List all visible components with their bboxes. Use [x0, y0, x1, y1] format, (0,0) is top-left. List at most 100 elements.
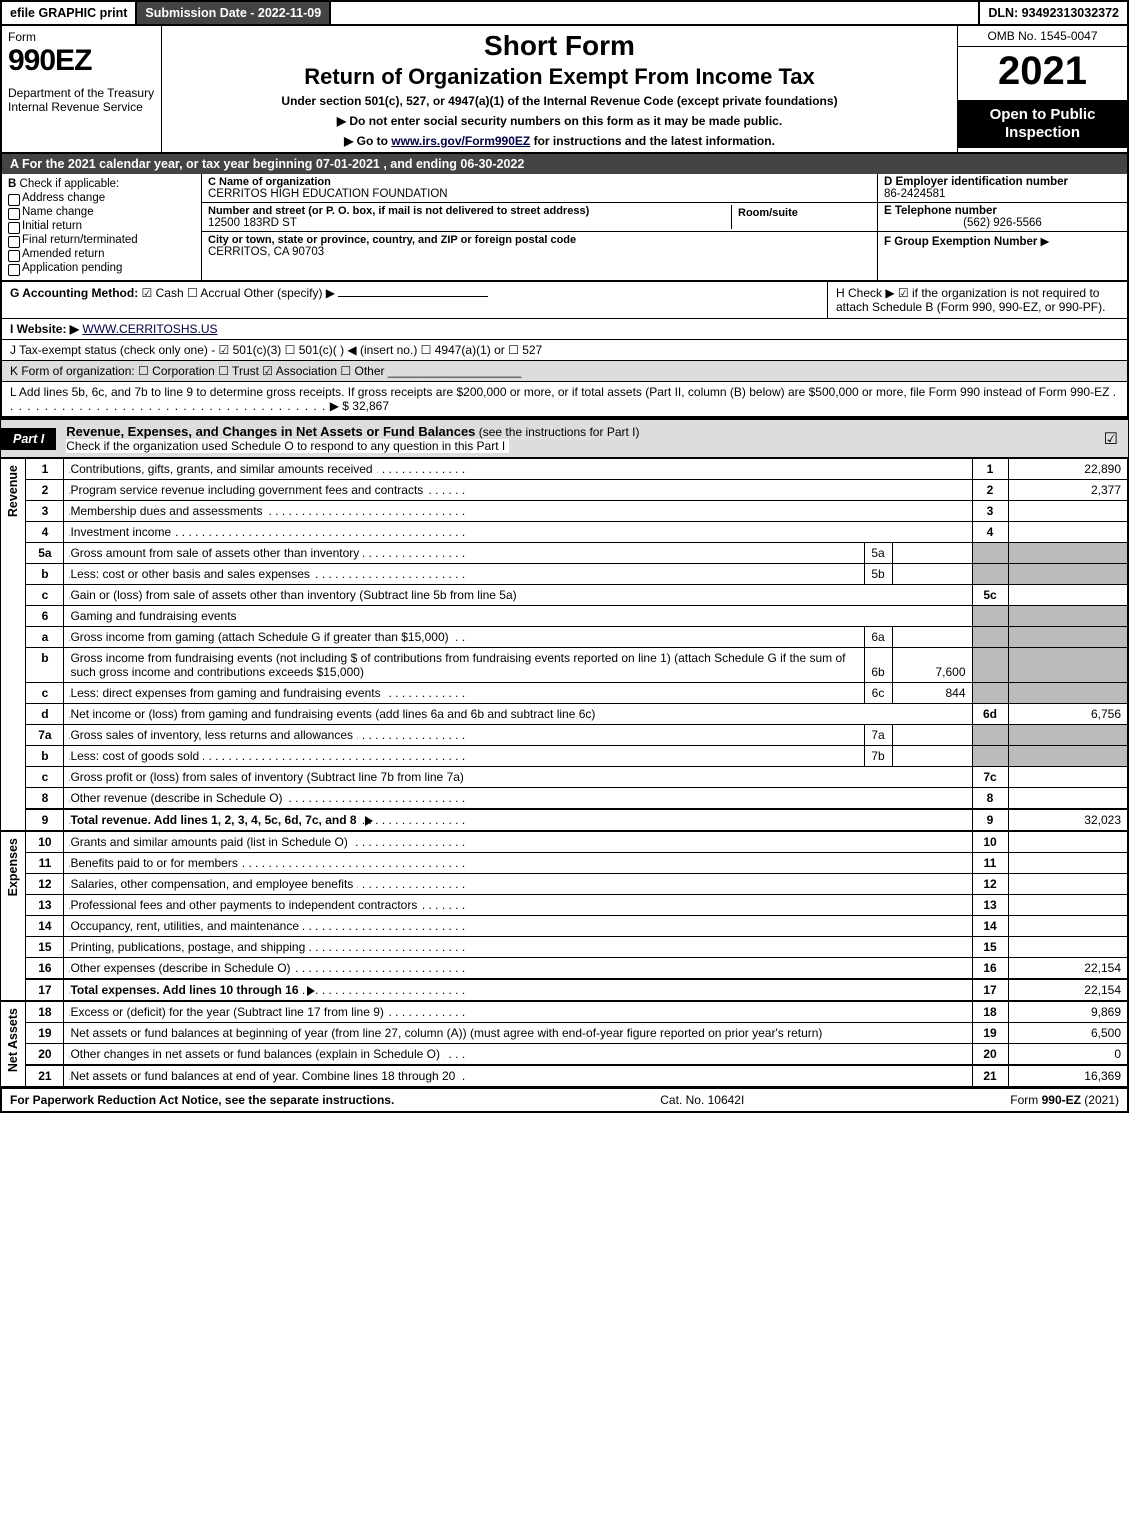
omb-number: OMB No. 1545-0047 — [958, 26, 1127, 47]
table-row: 9Total revenue. Add lines 1, 2, 3, 4, 5c… — [26, 809, 1128, 831]
top-bar: efile GRAPHIC print Submission Date - 20… — [0, 0, 1129, 26]
netassets-sidelabel: Net Assets — [0, 1001, 25, 1087]
chk-name-change[interactable]: Name change — [8, 206, 195, 218]
table-row: 17Total expenses. Add lines 10 through 1… — [26, 979, 1128, 1001]
table-row: 10Grants and similar amounts paid (list … — [26, 832, 1128, 853]
line-l-text: L Add lines 5b, 6c, and 7b to line 9 to … — [10, 385, 1109, 399]
paperwork-notice: For Paperwork Reduction Act Notice, see … — [10, 1093, 394, 1107]
addr-label: Number and street (or P. O. box, if mail… — [208, 205, 731, 217]
topbar-spacer — [331, 2, 980, 24]
ein-label: D Employer identification number — [884, 176, 1121, 188]
table-row: bGross income from fundraising events (n… — [26, 648, 1128, 683]
chk-initial-return[interactable]: Initial return — [8, 220, 195, 232]
box-d: D Employer identification number 86-2424… — [878, 174, 1127, 203]
group-exempt-label: F Group Exemption Number — [884, 236, 1037, 248]
table-row: aGross income from gaming (attach Schedu… — [26, 627, 1128, 648]
irs-link[interactable]: www.irs.gov/Form990EZ — [391, 134, 530, 148]
part1-title-bold: Revenue, Expenses, and Changes in Net As… — [66, 424, 475, 439]
org-name: CERRITOS HIGH EDUCATION FOUNDATION — [208, 188, 871, 200]
misc-block: G Accounting Method: ☑ Cash ☐ Accrual Ot… — [0, 282, 1129, 418]
city-row: City or town, state or province, country… — [202, 232, 877, 260]
table-row: 12Salaries, other compensation, and empl… — [26, 874, 1128, 895]
form-ref: Form 990-EZ (2021) — [1010, 1093, 1119, 1107]
box-def: D Employer identification number 86-2424… — [877, 174, 1127, 280]
box-b: B Check if applicable: Address change Na… — [2, 174, 202, 280]
identity-block: B Check if applicable: Address change Na… — [0, 174, 1129, 282]
netassets-section: Net Assets 18Excess or (deficit) for the… — [0, 1001, 1129, 1087]
line-g: G Accounting Method: ☑ Cash ☐ Accrual Ot… — [2, 282, 827, 318]
group-exempt-arrow: ▶ — [1041, 236, 1050, 248]
amt-19: 6,500 — [1008, 1023, 1128, 1044]
table-row: 15Printing, publications, postage, and s… — [26, 937, 1128, 958]
goto-line: ▶ Go to www.irs.gov/Form990EZ for instru… — [174, 134, 945, 148]
box-e: E Telephone number (562) 926-5566 — [878, 203, 1127, 232]
amt-9: 32,023 — [1008, 809, 1128, 831]
table-row: 3Membership dues and assessments3 — [26, 501, 1128, 522]
table-row: 19Net assets or fund balances at beginni… — [26, 1023, 1128, 1044]
table-row: 7aGross sales of inventory, less returns… — [26, 725, 1128, 746]
website-link[interactable]: WWW.CERRITOSHS.US — [82, 322, 217, 336]
dept-label: Department of the Treasury Internal Reve… — [8, 86, 155, 114]
table-row: cLess: direct expenses from gaming and f… — [26, 683, 1128, 704]
chk-address-change[interactable]: Address change — [8, 192, 195, 204]
line-g-other[interactable] — [338, 296, 488, 297]
website-label: I Website: ▶ — [10, 322, 79, 336]
page-footer: For Paperwork Reduction Act Notice, see … — [0, 1087, 1129, 1113]
revenue-section: Revenue 1Contributions, gifts, grants, a… — [0, 458, 1129, 831]
part1-header: Part I Revenue, Expenses, and Changes in… — [0, 418, 1129, 458]
revenue-table: 1Contributions, gifts, grants, and simil… — [25, 458, 1129, 831]
table-row: dNet income or (loss) from gaming and fu… — [26, 704, 1128, 725]
efile-print[interactable]: efile GRAPHIC print — [2, 2, 137, 24]
amt-6b: 7,600 — [892, 648, 972, 683]
open-to-public: Open to Public Inspection — [958, 100, 1127, 148]
table-row: bLess: cost or other basis and sales exp… — [26, 564, 1128, 585]
table-row: 13Professional fees and other payments t… — [26, 895, 1128, 916]
row-gh: G Accounting Method: ☑ Cash ☐ Accrual Ot… — [2, 282, 1127, 318]
line-l: L Add lines 5b, 6c, and 7b to line 9 to … — [2, 381, 1127, 416]
header-left: Form 990EZ Department of the Treasury In… — [2, 26, 162, 152]
form-header: Form 990EZ Department of the Treasury In… — [0, 26, 1129, 154]
table-row: 14Occupancy, rent, utilities, and mainte… — [26, 916, 1128, 937]
part1-title: Revenue, Expenses, and Changes in Net As… — [56, 420, 649, 457]
amt-16: 22,154 — [1008, 958, 1128, 980]
chk-application-pending[interactable]: Application pending — [8, 262, 195, 274]
line-j: J Tax-exempt status (check only one) - ☑… — [2, 339, 1127, 360]
table-row: 16Other expenses (describe in Schedule O… — [26, 958, 1128, 980]
part1-title-paren: (see the instructions for Part I) — [475, 425, 639, 439]
amt-2: 2,377 — [1008, 480, 1128, 501]
title-return: Return of Organization Exempt From Incom… — [174, 64, 945, 90]
table-row: 11Benefits paid to or for members11 — [26, 853, 1128, 874]
amt-6d: 6,756 — [1008, 704, 1128, 725]
table-row: 2Program service revenue including gover… — [26, 480, 1128, 501]
amt-17: 22,154 — [1008, 979, 1128, 1001]
arrow-icon — [307, 986, 315, 996]
title-short-form: Short Form — [174, 30, 945, 62]
city-label: City or town, state or province, country… — [208, 234, 871, 246]
table-row: cGross profit or (loss) from sales of in… — [26, 767, 1128, 788]
addr-value: 12500 183RD ST — [208, 217, 731, 229]
expenses-sidelabel: Expenses — [0, 831, 25, 1001]
box-f: F Group Exemption Number ▶ — [878, 232, 1127, 250]
warning-ssn: ▶ Do not enter social security numbers o… — [174, 114, 945, 128]
chk-amended-return[interactable]: Amended return — [8, 248, 195, 260]
amt-6c: 844 — [892, 683, 972, 704]
arrow-icon — [365, 816, 373, 826]
form-number: 990EZ — [8, 44, 155, 78]
chk-final-return[interactable]: Final return/terminated — [8, 234, 195, 246]
line-g-opts: ☑ Cash ☐ Accrual Other (specify) ▶ — [142, 286, 335, 300]
table-row: bLess: cost of goods sold7b — [26, 746, 1128, 767]
amt-1: 22,890 — [1008, 459, 1128, 480]
table-row: 21Net assets or fund balances at end of … — [26, 1065, 1128, 1087]
table-row: 20Other changes in net assets or fund ba… — [26, 1044, 1128, 1066]
box-b-sub: Check if applicable: — [20, 178, 120, 190]
ein-value: 86-2424581 — [884, 188, 1121, 200]
city-value: CERRITOS, CA 90703 — [208, 246, 871, 258]
revenue-sidelabel: Revenue — [0, 458, 25, 831]
header-middle: Short Form Return of Organization Exempt… — [162, 26, 957, 152]
box-b-label: B — [8, 178, 16, 190]
submission-date: Submission Date - 2022-11-09 — [137, 2, 331, 24]
header-right: OMB No. 1545-0047 2021 Open to Public In… — [957, 26, 1127, 152]
amt-18: 9,869 — [1008, 1002, 1128, 1023]
part1-sub: Check if the organization used Schedule … — [66, 439, 509, 453]
goto-pre: ▶ Go to — [344, 134, 391, 148]
